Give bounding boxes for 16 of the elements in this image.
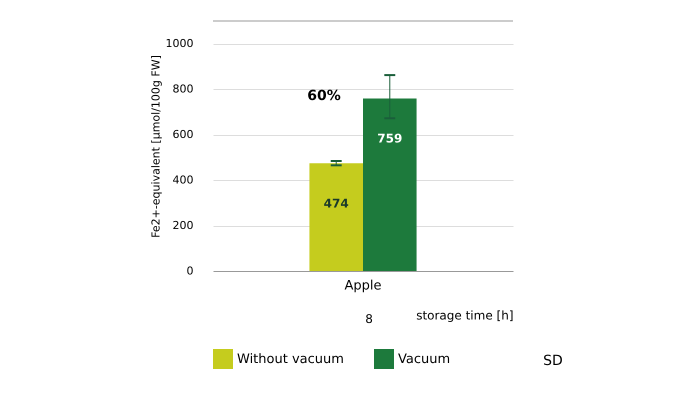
text: 8	[365, 312, 373, 326]
x-axis-title: storage time [h]	[416, 308, 514, 322]
y-tick-label: 0	[186, 264, 194, 278]
y-axis-title: Fe2+-equivalent [µmol/100g FW]	[150, 55, 163, 238]
y-tick-label: 200	[172, 219, 194, 232]
y-tick-label: 400	[172, 174, 194, 187]
y-tick-label: 600	[172, 128, 194, 142]
y-tick-label: 1000	[166, 37, 194, 50]
data-label: 474	[324, 196, 349, 210]
legend-label: Without vacuum	[237, 352, 344, 367]
data-label: 759	[377, 132, 402, 146]
x-tick-label: Apple	[344, 278, 382, 294]
annotation: 60%	[307, 88, 341, 104]
y-tick-label: 800	[172, 82, 194, 96]
text: SD	[543, 353, 563, 369]
legend-label: Vacuum	[398, 352, 450, 367]
